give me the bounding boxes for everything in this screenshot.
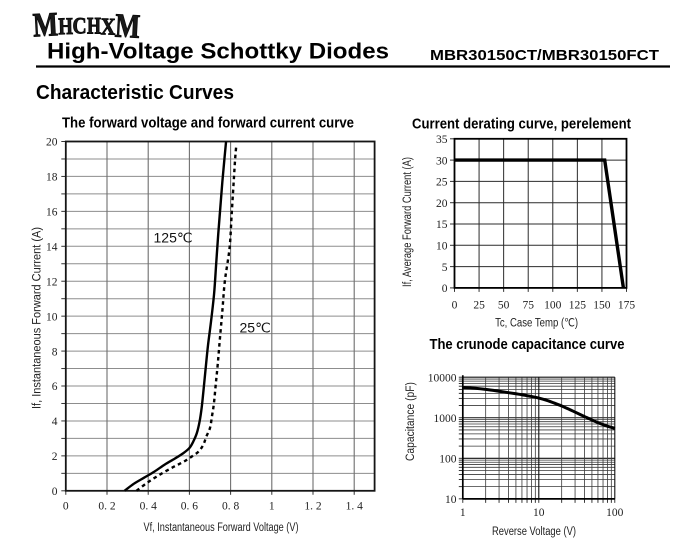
svg-text:If, Instantaneous Forward Curr: If, Instantaneous Forward Current (A)	[32, 227, 44, 409]
svg-text:25℃: 25℃	[240, 320, 271, 336]
svg-text:10: 10	[445, 494, 457, 506]
svg-text:12: 12	[46, 276, 58, 288]
svg-text:M: M	[32, 5, 59, 44]
svg-text:X: X	[100, 13, 115, 40]
svg-text:0: 0	[63, 501, 69, 513]
svg-text:75: 75	[522, 300, 534, 312]
svg-text:1: 1	[269, 501, 275, 513]
svg-text:Vf, Instantaneous Forward Volt: Vf, Instantaneous Forward Voltage (V)	[144, 522, 299, 534]
svg-text:6: 6	[52, 381, 58, 393]
svg-text:High-Voltage Schottky Diodes: High-Voltage Schottky Diodes	[47, 39, 389, 64]
svg-text:Capacitance (pF): Capacitance (pF)	[405, 382, 417, 461]
svg-text:Current derating curve, perele: Current derating curve, perelement	[412, 117, 631, 133]
svg-text:35: 35	[436, 134, 448, 146]
svg-text:If, Average Forward Current (A: If, Average Forward Current (A)	[402, 157, 414, 287]
svg-text:0. 8: 0. 8	[222, 501, 240, 513]
svg-text:H: H	[87, 14, 101, 39]
svg-text:0: 0	[52, 486, 58, 498]
svg-text:20: 20	[436, 198, 448, 210]
svg-text:16: 16	[46, 207, 58, 219]
svg-text:25: 25	[436, 177, 448, 189]
svg-text:The forward voltage and forwar: The forward voltage and forward current …	[62, 116, 354, 132]
svg-text:C: C	[73, 13, 87, 39]
svg-text:20: 20	[46, 137, 58, 149]
svg-text:MBR30150CT/MBR30150FCT: MBR30150CT/MBR30150FCT	[430, 47, 659, 64]
svg-text:125℃: 125℃	[154, 230, 193, 246]
svg-text:8: 8	[52, 346, 58, 358]
svg-text:1. 4: 1. 4	[346, 501, 364, 513]
svg-text:10000: 10000	[428, 372, 457, 384]
svg-text:30: 30	[436, 155, 448, 167]
svg-text:10: 10	[436, 241, 448, 253]
svg-text:100: 100	[544, 300, 562, 312]
svg-text:15: 15	[436, 219, 448, 231]
svg-text:0: 0	[442, 283, 448, 295]
svg-text:175: 175	[618, 300, 636, 312]
svg-text:100: 100	[439, 454, 457, 466]
svg-text:50: 50	[498, 300, 510, 312]
svg-text:1: 1	[460, 507, 466, 519]
svg-text:0. 2: 0. 2	[98, 501, 116, 513]
svg-text:0. 6: 0. 6	[181, 501, 199, 513]
svg-text:1. 2: 1. 2	[304, 501, 322, 513]
svg-text:H: H	[58, 13, 73, 40]
svg-text:14: 14	[46, 241, 58, 253]
svg-text:0: 0	[452, 300, 458, 312]
svg-text:M: M	[114, 6, 141, 45]
svg-text:10: 10	[533, 507, 545, 519]
svg-text:1000: 1000	[434, 413, 457, 425]
svg-text:18: 18	[46, 172, 58, 184]
svg-text:0. 4: 0. 4	[140, 501, 158, 513]
svg-text:25: 25	[473, 300, 485, 312]
svg-text:Tc, Case Temp (℃): Tc, Case Temp (℃)	[495, 318, 578, 330]
svg-text:Reverse Voltage (V): Reverse Voltage (V)	[492, 526, 576, 538]
svg-text:2: 2	[52, 451, 58, 463]
svg-text:The crunode capacitance curve: The crunode capacitance curve	[430, 337, 625, 353]
svg-text:10: 10	[46, 311, 58, 323]
svg-text:100: 100	[606, 507, 624, 519]
svg-text:Characteristic Curves: Characteristic Curves	[36, 82, 234, 104]
svg-text:150: 150	[593, 300, 611, 312]
svg-text:125: 125	[569, 300, 587, 312]
svg-text:5: 5	[442, 262, 448, 274]
svg-text:4: 4	[52, 416, 58, 428]
